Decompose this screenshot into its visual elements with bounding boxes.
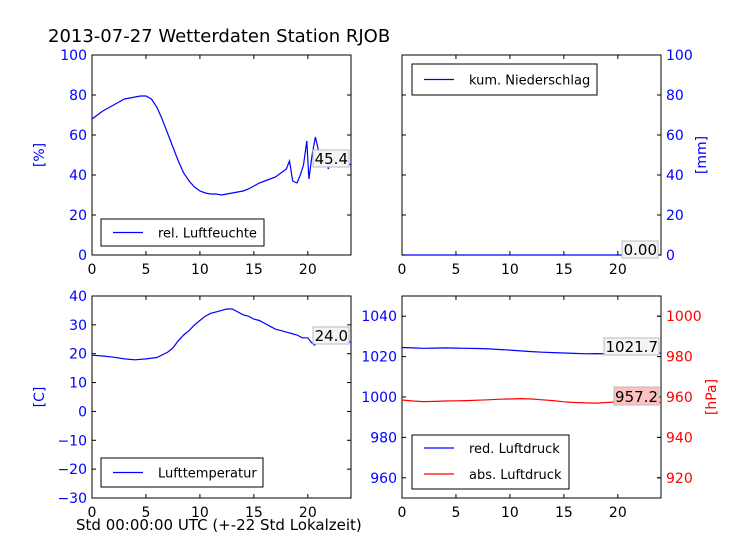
y-tick-label: 1020 bbox=[361, 350, 397, 366]
legend-entry: kum. Niederschlag bbox=[469, 74, 590, 89]
x-tick-label: 15 bbox=[245, 262, 263, 278]
y-axis-label: [C] bbox=[32, 387, 48, 408]
y-tick-label: 980 bbox=[370, 430, 397, 446]
humidity-panel: 0 5 10 15 20 0 20 40 60 80 100 [%] rel. Luftfeuchte 4… bbox=[32, 48, 352, 278]
value-annotation: 24.0 bbox=[315, 327, 348, 345]
y-tick-label: 40 bbox=[69, 168, 87, 184]
x-tick-label: 10 bbox=[191, 505, 209, 521]
x-tick-label: 0 bbox=[398, 505, 407, 521]
x-tick-label: 10 bbox=[501, 262, 519, 278]
x-tick-label: 10 bbox=[191, 262, 209, 278]
value-annotation-box bbox=[613, 386, 660, 406]
y-tick-label: 60 bbox=[666, 128, 684, 144]
value-annotation-box bbox=[603, 337, 660, 356]
figure-title: 2013-07-27 Wetterdaten Station RJOB bbox=[48, 26, 391, 47]
y-tick-label: 20 bbox=[666, 208, 684, 224]
value-annotation-box bbox=[621, 240, 659, 259]
pressure-panel: 0 5 10 15 20 960 980 1000 1020 1040 920 940 960 980 10… bbox=[361, 295, 720, 521]
x-tick-label: 20 bbox=[299, 262, 317, 278]
legend-entry: rel. Luftfeuchte bbox=[158, 227, 257, 242]
y-axis-label: [mm] bbox=[694, 136, 710, 174]
temperature-panel: 0 5 10 15 20 −30 −20 −10 0 10 20 30 40 [C] Lufttempera… bbox=[32, 289, 352, 521]
y-tick-label: 0 bbox=[78, 404, 87, 420]
value-annotation: 957.2 bbox=[615, 388, 658, 406]
x-axis-caption: Std 00:00:00 UTC (+-22 Std Lokalzeit) bbox=[76, 516, 362, 534]
y2-tick-label: 940 bbox=[666, 430, 693, 446]
x-tick-label: 0 bbox=[398, 262, 407, 278]
y-tick-label: −10 bbox=[57, 433, 87, 449]
y-tick-label: 60 bbox=[69, 128, 87, 144]
x-tick-label: 20 bbox=[609, 262, 627, 278]
y-tick-label: 960 bbox=[370, 471, 397, 487]
legend-entry: Lufttemperatur bbox=[158, 467, 257, 482]
y2-tick-label: 960 bbox=[666, 390, 693, 406]
y-tick-label: 30 bbox=[69, 318, 87, 334]
series-line-0 bbox=[91, 308, 352, 361]
y-tick-label: 80 bbox=[666, 88, 684, 104]
y-tick-label: 20 bbox=[69, 347, 87, 363]
x-tick-label: 10 bbox=[501, 505, 519, 521]
y2-tick-label: 920 bbox=[666, 471, 693, 487]
x-tick-label: 5 bbox=[451, 505, 460, 521]
x-tick-label: 5 bbox=[451, 262, 460, 278]
value-annotation-box bbox=[312, 326, 350, 345]
y2-tick-label: 1000 bbox=[666, 309, 702, 325]
y-tick-label: 100 bbox=[60, 48, 87, 64]
legend-box bbox=[411, 434, 570, 490]
y-tick-label: 10 bbox=[69, 376, 87, 392]
y-tick-label: 40 bbox=[69, 289, 87, 305]
value-annotation: 45.4 bbox=[315, 150, 348, 168]
legend-entry: abs. Luftdruck bbox=[469, 468, 562, 483]
y-tick-label: −20 bbox=[57, 462, 87, 478]
y-tick-label: 40 bbox=[666, 168, 684, 184]
y-tick-label: 1000 bbox=[361, 390, 397, 406]
y-tick-label: 0 bbox=[78, 248, 87, 264]
legend-entry: red. Luftdruck bbox=[469, 442, 560, 457]
x-tick-label: 20 bbox=[299, 505, 317, 521]
x-tick-label: 5 bbox=[141, 262, 150, 278]
y-tick-label: 80 bbox=[69, 88, 87, 104]
value-annotation: 0.00 bbox=[624, 241, 657, 259]
precipitation-panel: 0 5 10 15 20 0 20 40 60 80 100 [mm] kum. Niederschla… bbox=[398, 48, 710, 278]
y2-tick-label: 980 bbox=[666, 350, 693, 366]
x-tick-label: 15 bbox=[555, 505, 573, 521]
y-tick-label: 0 bbox=[666, 248, 675, 264]
value-annotation-box bbox=[312, 149, 350, 168]
y-tick-label: 20 bbox=[69, 208, 87, 224]
x-tick-label: 5 bbox=[141, 505, 150, 521]
x-tick-label: 0 bbox=[88, 262, 97, 278]
value-annotation: 1021.7 bbox=[606, 338, 659, 356]
y-tick-label: −30 bbox=[57, 491, 87, 507]
x-tick-label: 20 bbox=[609, 505, 627, 521]
y-axis-label: [%] bbox=[32, 143, 48, 167]
y-tick-label: 1040 bbox=[361, 309, 397, 325]
x-tick-label: 15 bbox=[245, 505, 263, 521]
y-axis-label: [hPa] bbox=[704, 379, 720, 415]
x-tick-label: 0 bbox=[88, 505, 97, 521]
x-tick-label: 15 bbox=[555, 262, 573, 278]
y-tick-label: 100 bbox=[666, 48, 693, 64]
